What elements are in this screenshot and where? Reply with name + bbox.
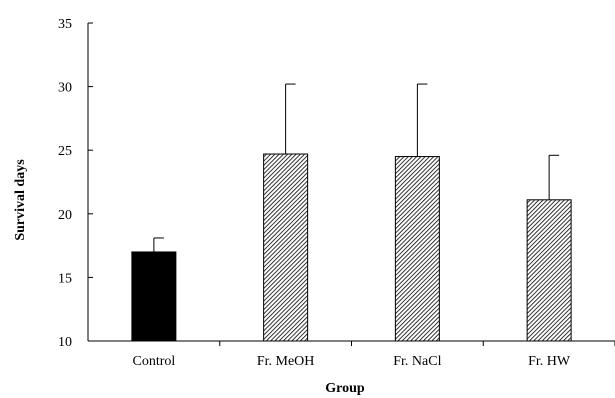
y-tick-label: 20 (58, 208, 72, 223)
bar-fr-hw (526, 199, 572, 342)
bar-control (131, 251, 177, 342)
y-axis-title: Survival days (13, 159, 28, 241)
y-tick-label: 25 (58, 144, 72, 159)
y-tick-label: 30 (58, 81, 72, 96)
y-tick-label: 35 (58, 17, 72, 32)
x-tick-label: Fr. HW (528, 354, 571, 369)
y-tick-label: 10 (58, 335, 72, 350)
y-tick-label: 15 (58, 271, 72, 286)
bar-fr-meoh (263, 153, 309, 342)
bar-fr-nacl (394, 156, 440, 342)
y-ticks: 10 15 20 25 30 35 (58, 17, 93, 350)
x-tick-label: Control (132, 354, 175, 369)
error-bars (153, 83, 560, 252)
x-tick-label: Fr. MeOH (257, 354, 315, 369)
x-axis-title: Group (325, 381, 365, 396)
x-tick-labels: Control Fr. MeOH Fr. NaCl Fr. HW (132, 341, 615, 369)
x-tick-label: Fr. NaCl (393, 354, 441, 369)
bars (131, 153, 572, 342)
